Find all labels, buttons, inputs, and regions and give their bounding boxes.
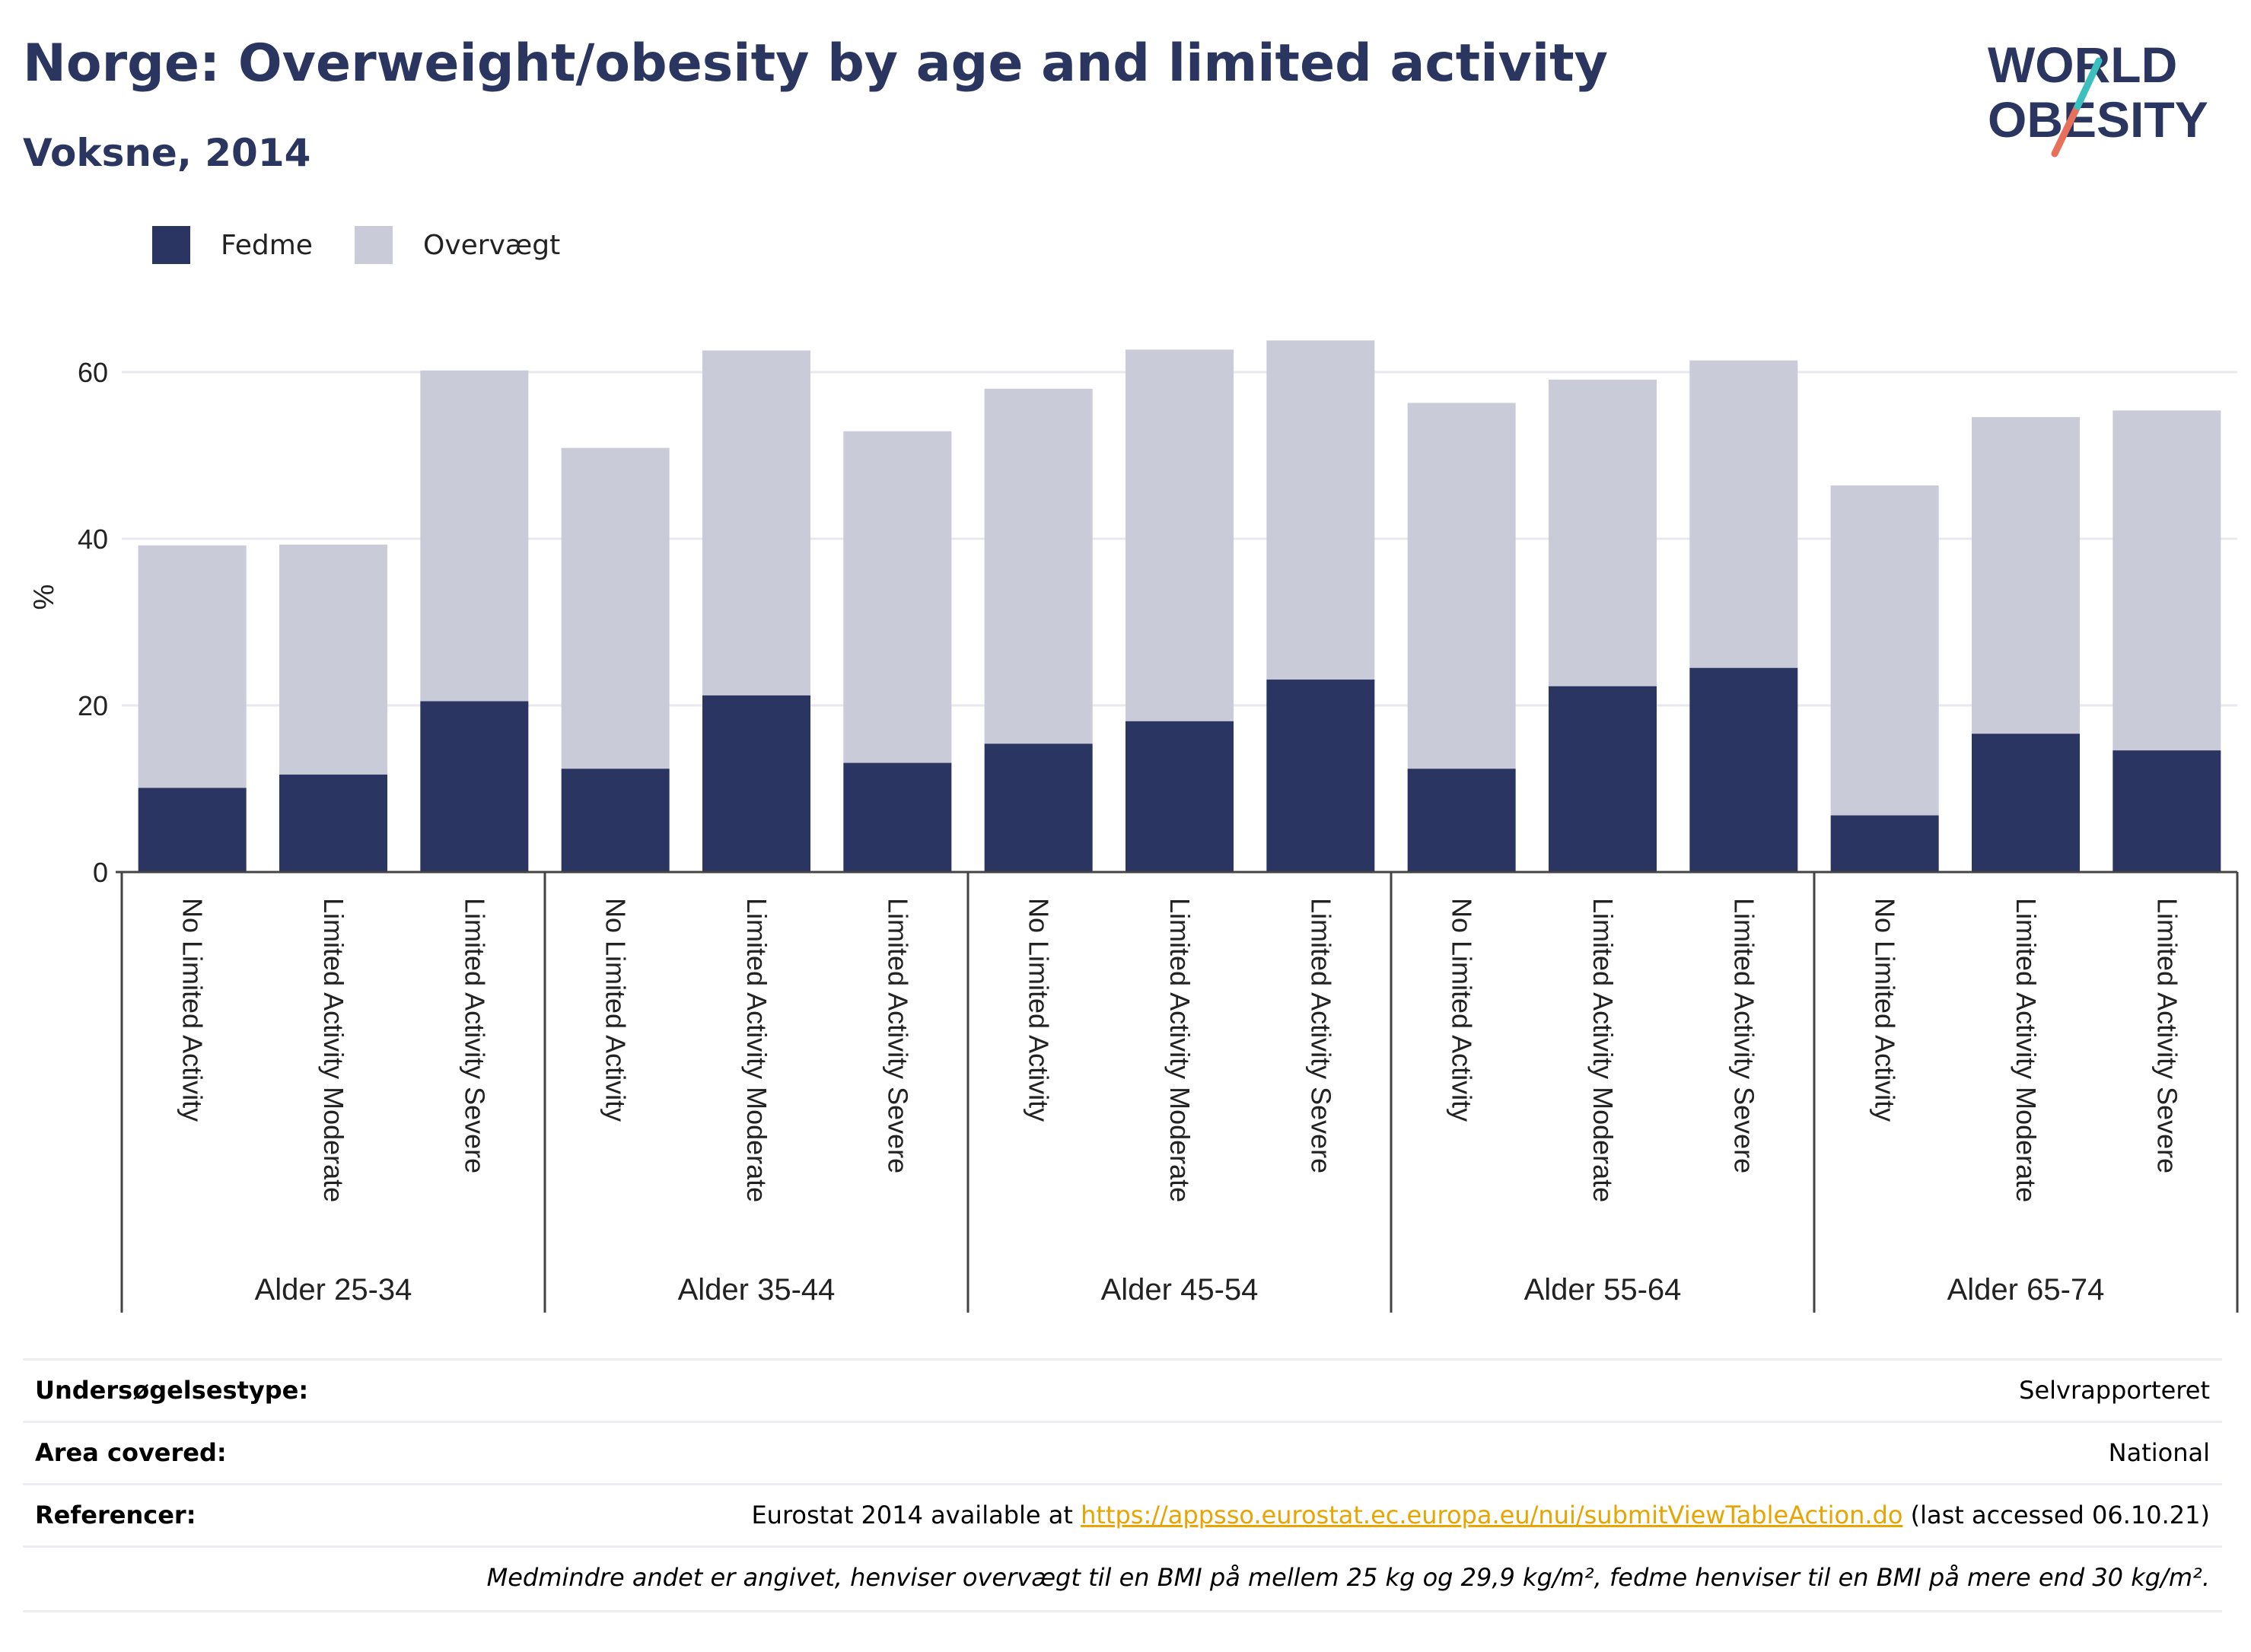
- legend-swatch-overvaegt: [355, 226, 393, 264]
- logo-slash-upper: [2074, 57, 2103, 110]
- legend-item-fedme[interactable]: Fedme: [152, 225, 313, 265]
- bar-overvaegt: [279, 544, 387, 775]
- bar-fedme: [984, 743, 1093, 872]
- info-row-area-covered: Area covered: National: [23, 1421, 2222, 1485]
- x-category-label: Limited Activity Moderate: [1587, 898, 1619, 1202]
- bar-overvaegt: [1266, 340, 1375, 680]
- bar-overvaegt: [420, 370, 529, 702]
- bar-overvaegt: [1549, 379, 1657, 686]
- bar-overvaegt: [138, 545, 247, 788]
- info-row-note: Medmindre andet er angivet, henviser ove…: [23, 1545, 2222, 1612]
- bar-fedme: [1689, 667, 1798, 872]
- bar-fedme: [138, 788, 247, 872]
- bar-fedme: [561, 769, 670, 872]
- x-group-label: Alder 55-64: [1524, 1273, 1682, 1307]
- bar-overvaegt: [1830, 485, 1939, 816]
- references-suffix: (last accessed 06.10.21): [1902, 1501, 2210, 1529]
- bar-overvaegt: [843, 431, 952, 763]
- survey-type-label: Undersøgelsestype:: [35, 1376, 309, 1405]
- bar-fedme: [702, 695, 810, 872]
- references-prefix: Eurostat 2014 available at: [751, 1501, 1081, 1529]
- chart-title: Norge: Overweight/obesity by age and lim…: [23, 33, 1608, 94]
- bar-fedme: [1549, 686, 1657, 872]
- bar-overvaegt: [984, 388, 1093, 744]
- x-category-label: Limited Activity Severe: [1305, 898, 1336, 1173]
- bar-overvaegt: [702, 350, 810, 695]
- bar-fedme: [420, 701, 529, 872]
- x-group-label: Alder 25-34: [255, 1273, 412, 1307]
- legend-label-fedme: Fedme: [221, 229, 313, 261]
- x-category-label: No Limited Activity: [1447, 898, 1478, 1122]
- x-category-label: Limited Activity Severe: [2151, 898, 2183, 1173]
- bar-fedme: [1972, 734, 2080, 872]
- info-row-survey-type: Undersøgelsestype: Selvrapporteret: [23, 1358, 2222, 1423]
- world-obesity-logo: WORLD OBESITY: [1988, 37, 2208, 158]
- logo-slash-lower: [2051, 103, 2081, 158]
- legend-swatch-fedme: [152, 226, 190, 264]
- area-covered-value: National: [2108, 1438, 2210, 1467]
- references-link[interactable]: https://appsso.eurostat.ec.europa.eu/nui…: [1081, 1501, 1903, 1529]
- x-category-label: No Limited Activity: [177, 898, 209, 1122]
- x-category-label: Limited Activity Moderate: [741, 898, 772, 1202]
- x-category-label: Limited Activity Severe: [1728, 898, 1759, 1173]
- bar-overvaegt: [2113, 410, 2221, 751]
- bar-overvaegt: [1126, 349, 1234, 721]
- x-category-label: Limited Activity Moderate: [1164, 898, 1196, 1202]
- x-group-label: Alder 65-74: [1947, 1273, 2105, 1307]
- y-axis-label: %: [28, 584, 60, 610]
- bmi-note: Medmindre andet er angivet, henviser ove…: [486, 1563, 2210, 1592]
- references-value: Eurostat 2014 available at https://appss…: [751, 1501, 2210, 1529]
- x-category-label: Limited Activity Severe: [882, 898, 913, 1173]
- bar-fedme: [1830, 815, 1939, 872]
- bar-fedme: [279, 774, 387, 872]
- legend-label-overvaegt: Overvægt: [423, 229, 561, 261]
- y-tick-label: 60: [78, 357, 108, 388]
- x-group-label: Alder 45-54: [1101, 1273, 1259, 1307]
- bar-overvaegt: [1972, 417, 2080, 734]
- y-tick-label: 20: [78, 690, 108, 721]
- survey-type-value: Selvrapporteret: [2019, 1376, 2210, 1405]
- area-covered-label: Area covered:: [35, 1438, 227, 1467]
- info-row-references: Referencer: Eurostat 2014 available at h…: [23, 1483, 2222, 1548]
- bar-overvaegt: [1407, 403, 1516, 769]
- bar-overvaegt: [1689, 360, 1798, 668]
- y-tick-label: 0: [93, 857, 108, 888]
- bar-fedme: [2113, 750, 2221, 872]
- chart-subtitle: Voksne, 2014: [23, 131, 311, 175]
- bar-fedme: [843, 762, 952, 872]
- bar-overvaegt: [561, 447, 670, 769]
- bar-chart: 0 20 40 60% No Limited Activity Limited Activ…: [28, 340, 2239, 1313]
- y-tick-label: 40: [78, 524, 108, 555]
- bar-fedme: [1266, 680, 1375, 872]
- bar-fedme: [1126, 721, 1234, 872]
- x-category-label: Limited Activity Severe: [459, 898, 490, 1173]
- x-category-label: No Limited Activity: [1024, 898, 1055, 1122]
- logo-line1: WORLD: [1988, 37, 2177, 93]
- logo-line2: OBESITY: [1988, 91, 2208, 148]
- x-category-label: Limited Activity Moderate: [2011, 898, 2042, 1202]
- x-category-label: No Limited Activity: [1870, 898, 1901, 1122]
- x-category-label: Limited Activity Moderate: [318, 898, 349, 1202]
- x-category-label: No Limited Activity: [600, 898, 632, 1122]
- x-group-label: Alder 35-44: [678, 1273, 836, 1307]
- references-label: Referencer:: [35, 1501, 196, 1529]
- legend-item-overvaegt[interactable]: Overvægt: [355, 225, 560, 265]
- bar-fedme: [1407, 769, 1516, 872]
